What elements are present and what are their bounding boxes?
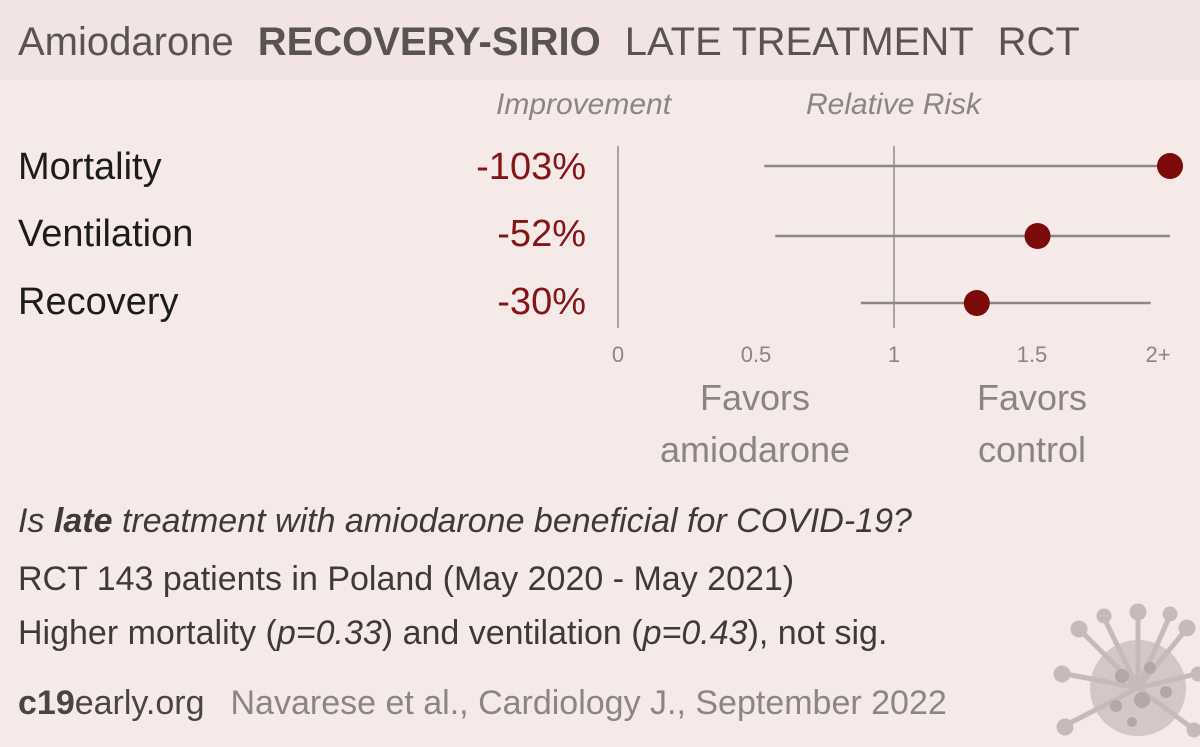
favors-control-label: Favors control xyxy=(940,372,1124,476)
summary-patients: RCT 143 patients in Poland (May 2020 - M… xyxy=(18,560,795,598)
brand-rest: early.org xyxy=(74,684,205,722)
favors-treatment-line2: amiodarone xyxy=(659,429,851,470)
significance-c: ), not sig. xyxy=(747,614,888,652)
point-estimate xyxy=(1157,153,1183,179)
page-title: Amiodarone RECOVERY-SIRIO LATE TREATMENT… xyxy=(18,14,1104,70)
title-drug: Amiodarone xyxy=(18,19,234,64)
favors-control-line2: control xyxy=(977,429,1087,470)
point-estimate xyxy=(963,290,990,316)
citation: Navarese et al., Cardiology J., Septembe… xyxy=(230,684,947,722)
question-suffix: treatment with amiodarone beneficial for… xyxy=(112,502,912,540)
outcome-label-mortality: Mortality xyxy=(18,146,162,188)
significance-a: Higher mortality ( xyxy=(18,614,277,652)
outcome-label-recovery: Recovery xyxy=(18,281,179,323)
outcome-label-ventilation: Ventilation xyxy=(18,213,194,255)
improvement-mortality: -103% xyxy=(476,146,586,188)
favors-control-line1: Favors xyxy=(976,377,1088,418)
x-tick-label: 0 xyxy=(612,342,624,367)
x-tick-label: 1.5 xyxy=(1017,342,1048,367)
title-trial: RECOVERY-SIRIO xyxy=(257,19,601,64)
relative-risk-column-header: Relative Risk xyxy=(806,88,982,121)
summary-significance: Higher mortality (p=0.33) and ventilatio… xyxy=(18,614,887,653)
x-tick-label: 1 xyxy=(888,342,900,367)
title-stage: LATE TREATMENT xyxy=(624,19,974,64)
significance-p1: p=0.33 xyxy=(276,614,382,652)
forest-plot: 0 0.5 1 1.5 2+ xyxy=(612,146,1183,367)
title-design: RCT xyxy=(997,19,1080,64)
question-prefix: Is xyxy=(18,502,54,540)
x-tick-label: 0.5 xyxy=(741,342,772,367)
significance-p2: p=0.43 xyxy=(642,614,748,652)
virus-icon xyxy=(1053,603,1200,738)
x-tick-label: 2+ xyxy=(1145,342,1170,367)
point-estimate xyxy=(1024,223,1051,249)
footer: c19early.org Navarese et al., Cardiology … xyxy=(18,684,947,723)
favors-treatment-label: Favors amiodarone xyxy=(640,372,870,476)
question-bold: late xyxy=(53,502,113,540)
brand-bold: c19 xyxy=(18,684,75,722)
improvement-ventilation: -52% xyxy=(497,213,586,255)
favors-treatment-line1: Favors xyxy=(699,377,811,418)
summary-question: Is late treatment with amiodarone benefi… xyxy=(18,502,912,541)
improvement-recovery: -30% xyxy=(497,281,586,323)
improvement-column-header: Improvement xyxy=(496,88,672,121)
header-bar: Amiodarone RECOVERY-SIRIO LATE TREATMENT… xyxy=(0,0,1200,80)
significance-b: ) and ventilation ( xyxy=(381,614,643,652)
